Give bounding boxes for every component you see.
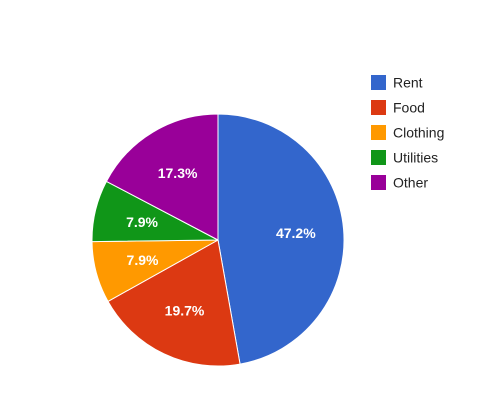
legend-swatch-other — [371, 175, 386, 190]
legend-label-other: Other — [393, 175, 428, 191]
legend: Rent Food Clothing Utilities Other — [371, 75, 444, 191]
legend-label-clothing: Clothing — [393, 125, 444, 141]
legend-item-other[interactable]: Other — [371, 175, 428, 191]
slice-label-utilities: 7.9% — [126, 214, 158, 230]
legend-item-food[interactable]: Food — [371, 100, 425, 116]
legend-swatch-utilities — [371, 150, 386, 165]
legend-label-food: Food — [393, 100, 425, 116]
legend-item-utilities[interactable]: Utilities — [371, 150, 438, 166]
pie-slice-rent[interactable] — [217, 113, 345, 365]
slice-label-rent: 47.2% — [276, 225, 316, 241]
legend-item-clothing[interactable]: Clothing — [371, 125, 444, 141]
pie-slice-other[interactable] — [105, 113, 219, 241]
slice-label-other: 17.3% — [158, 165, 198, 181]
slice-label-food: 19.7% — [165, 303, 205, 319]
legend-swatch-clothing — [371, 125, 386, 140]
pie-slice-labels: 47.2% 19.7% 7.9% 7.9% 17.3% — [126, 165, 316, 318]
pie-slice-food[interactable] — [107, 239, 241, 367]
legend-label-utilities: Utilities — [393, 150, 438, 166]
pie-slices — [91, 113, 345, 367]
legend-item-rent[interactable]: Rent — [371, 75, 423, 91]
slice-label-clothing: 7.9% — [127, 252, 159, 268]
legend-swatch-food — [371, 100, 386, 115]
legend-label-rent: Rent — [393, 75, 423, 91]
legend-swatch-rent — [371, 75, 386, 90]
